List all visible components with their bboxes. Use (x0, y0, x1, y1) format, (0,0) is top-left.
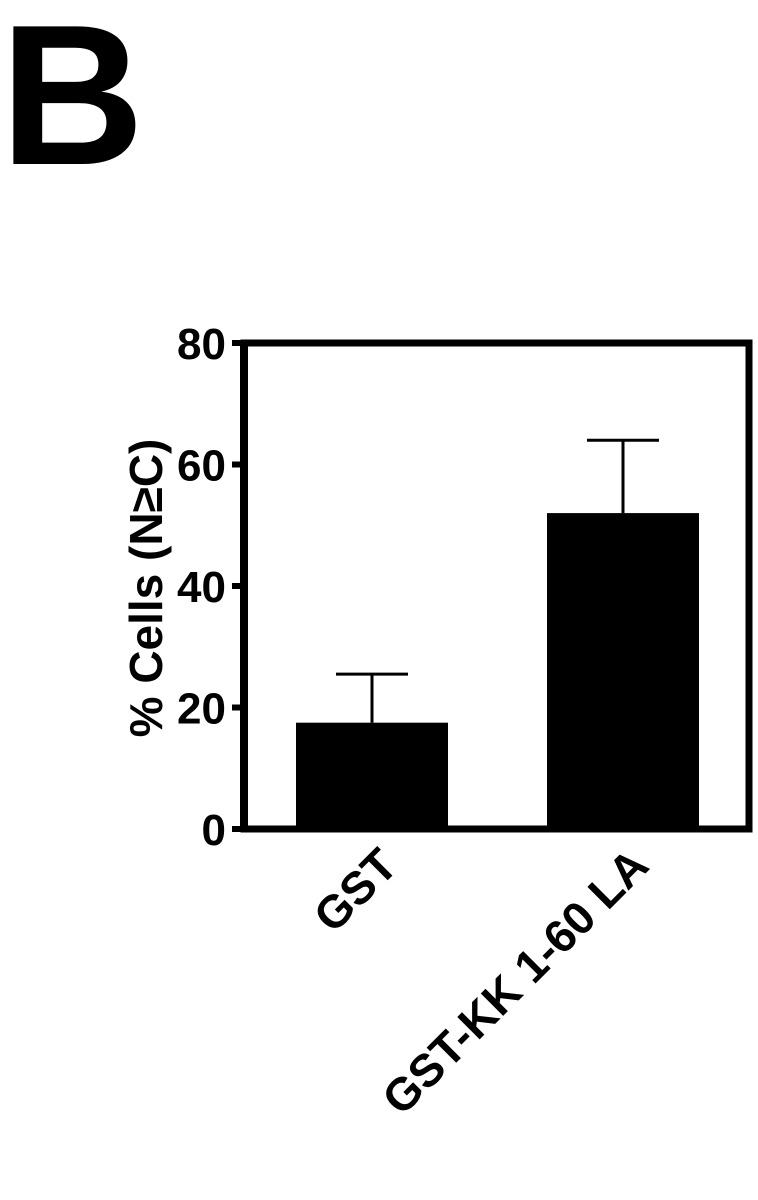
bar-gst-kk-1-60-la (547, 513, 699, 829)
x-tick-label: GST (303, 838, 407, 942)
y-axis-ticks: 0 20 40 60 80 (177, 320, 244, 855)
panel-label: B (0, 0, 144, 207)
y-tick-label: 60 (177, 442, 226, 491)
y-tick-label: 20 (177, 685, 226, 734)
y-tick-label: 0 (202, 806, 226, 855)
y-tick-label: 40 (177, 563, 226, 612)
y-axis-title: % Cells (N≥C) (120, 439, 172, 738)
bars (296, 513, 699, 829)
bar-gst (296, 722, 448, 829)
y-tick-label: 80 (177, 320, 226, 369)
error-bars (336, 438, 659, 723)
x-tick-label: GST-KK 1-60 LA (372, 838, 658, 1124)
